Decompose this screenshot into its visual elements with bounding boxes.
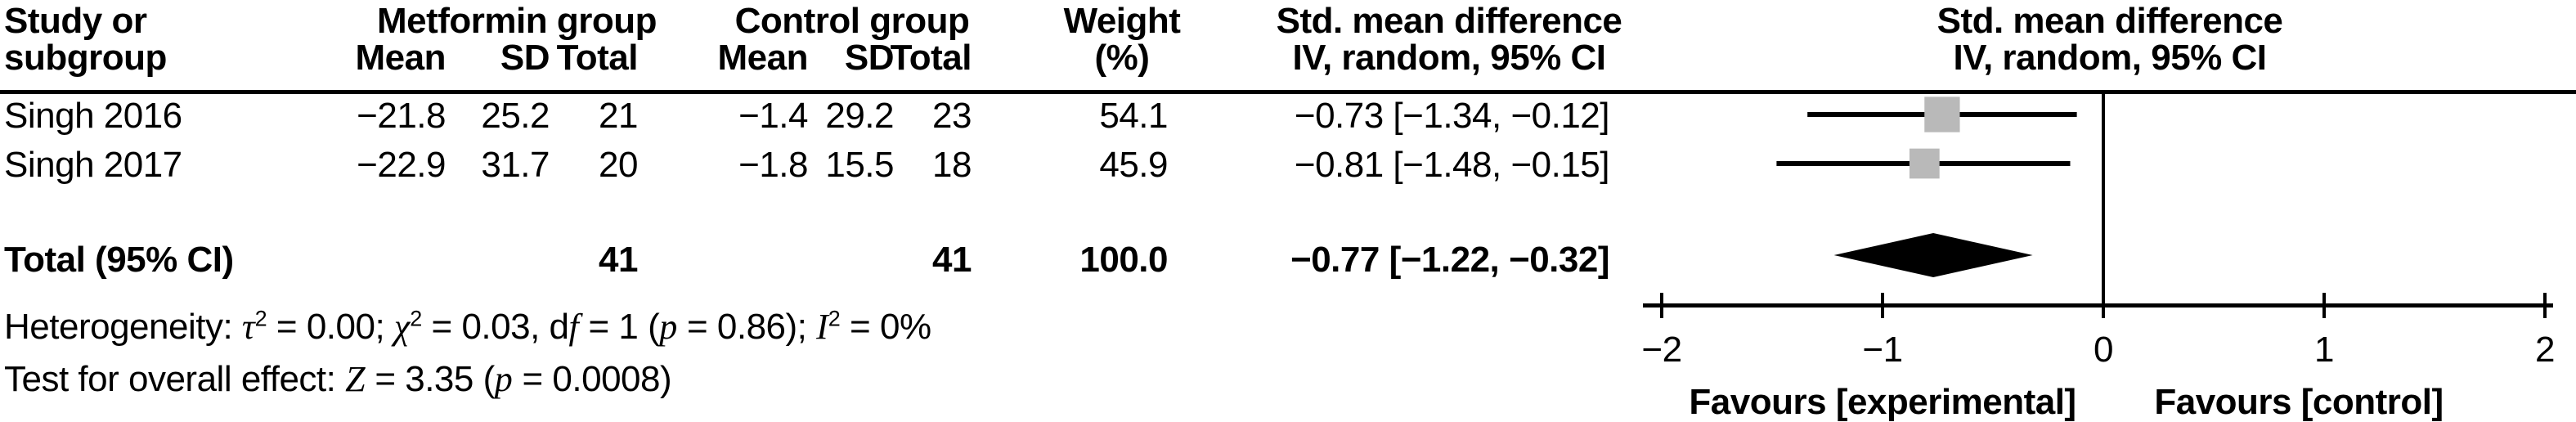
note-text: = 0.00;	[267, 307, 394, 347]
study-name: Singh 2017	[4, 145, 182, 185]
axis-tick-label: −1	[1862, 330, 1903, 370]
col-header-metformin-mean: Mean	[355, 38, 447, 78]
note-text: = 0.0008)	[512, 359, 672, 399]
axis-tick-label: 2	[2535, 330, 2555, 370]
note-text: = 3.35 (	[365, 359, 495, 399]
axis-tick-label: 0	[2094, 330, 2113, 370]
col-header-control-total: Total	[890, 38, 972, 78]
control-mean-value: −1.4	[738, 96, 808, 136]
weight-value: 54.1	[1099, 96, 1168, 136]
metformin-sd-value: 31.7	[481, 145, 550, 185]
control-mean-value: −1.8	[738, 145, 808, 185]
total-smd-ci: −0.77 [−1.22, −0.32]	[1290, 240, 1609, 280]
weight-value: 45.9	[1099, 145, 1168, 185]
col-header-control-group: Control group	[734, 1, 970, 41]
smd-ci-value: −0.81 [−1.48, −0.15]	[1294, 145, 1610, 185]
total-row-label: Total (95% CI)	[4, 240, 234, 280]
axis-tick	[2543, 293, 2547, 318]
favours-control-label: Favours [control]	[2154, 382, 2444, 422]
x-axis-line	[1643, 303, 2553, 308]
note-text: = 0.86);	[677, 307, 817, 347]
col-header-smd-line2: IV, random, 95% CI	[1292, 38, 1606, 78]
math-symbol: f	[568, 307, 579, 347]
plot-header-smd-line2: IV, random, 95% CI	[1953, 38, 2267, 78]
note-text: = 0.03, d	[421, 307, 569, 347]
favours-experimental-label: Favours [experimental]	[1689, 382, 2076, 422]
metformin-total-value: 21	[599, 96, 638, 136]
axis-tick-label: −2	[1641, 330, 1682, 370]
col-header-study-line1: Study or	[4, 1, 147, 41]
header-separator-line	[0, 90, 2576, 94]
zero-effect-line	[2102, 94, 2105, 305]
col-header-metformin-sd: SD	[500, 38, 550, 78]
note-text: = 0%	[840, 307, 931, 347]
axis-tick	[1660, 293, 1663, 318]
total-control-n: 41	[932, 240, 972, 280]
col-header-control-sd: SD	[844, 38, 895, 78]
col-header-smd-line1: Std. mean difference	[1276, 1, 1622, 41]
col-header-weight-line1: Weight	[1063, 1, 1181, 41]
control-sd-value: 29.2	[825, 96, 894, 136]
superscript: 2	[410, 306, 422, 331]
math-symbol: p	[659, 307, 678, 347]
control-total-value: 18	[932, 145, 972, 185]
metformin-mean-value: −21.8	[357, 96, 446, 136]
pooled-effect-diamond	[1833, 233, 2033, 277]
metformin-mean-value: −22.9	[357, 145, 446, 185]
col-header-metformin-total: Total	[556, 38, 639, 78]
effect-square-marker	[1924, 97, 1960, 132]
col-header-control-mean: Mean	[717, 38, 809, 78]
superscript: 2	[254, 306, 267, 331]
control-total-value: 23	[932, 96, 972, 136]
plot-header-smd-line1: Std. mean difference	[1936, 1, 2283, 41]
superscript: 2	[828, 306, 841, 331]
note-text: = 1 (	[578, 307, 660, 347]
math-symbol: p	[494, 359, 513, 399]
axis-tick	[2322, 293, 2326, 318]
math-symbol: Z	[345, 359, 366, 399]
math-symbol: τ	[241, 307, 255, 347]
math-symbol: χ	[393, 307, 411, 347]
metformin-total-value: 20	[599, 145, 638, 185]
total-weight: 100.0	[1079, 240, 1168, 280]
control-sd-value: 15.5	[825, 145, 894, 185]
math-symbol: I	[816, 307, 828, 347]
smd-ci-value: −0.73 [−1.34, −0.12]	[1294, 96, 1610, 136]
effect-square-marker	[1909, 148, 1940, 179]
col-header-metformin-group: Metformin group	[376, 1, 657, 41]
axis-tick	[2102, 293, 2105, 318]
overall-effect-note: Test for overall effect: Z = 3.35 (p = 0…	[4, 359, 672, 399]
metformin-sd-value: 25.2	[481, 96, 550, 136]
note-text: Heterogeneity:	[4, 307, 242, 347]
col-header-weight-line2: (%)	[1094, 38, 1150, 78]
axis-tick-label: 1	[2314, 330, 2334, 370]
total-metformin-n: 41	[599, 240, 638, 280]
axis-tick	[1881, 293, 1884, 318]
note-text: Test for overall effect:	[4, 359, 346, 399]
heterogeneity-note: Heterogeneity: τ2 = 0.00; χ2 = 0.03, df …	[4, 306, 931, 347]
col-header-study-line2: subgroup	[4, 38, 167, 78]
study-name: Singh 2016	[4, 96, 182, 136]
